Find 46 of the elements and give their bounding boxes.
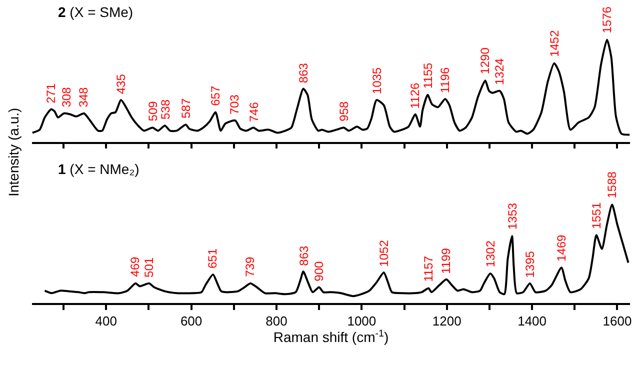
annotation: 1157 <box>421 256 436 282</box>
annotation: 958 <box>337 101 352 122</box>
annotation: 1588 <box>604 171 619 198</box>
x-tick-label: 600 <box>180 313 202 328</box>
x-tick-label: 1200 <box>432 313 462 328</box>
annotation: 1290 <box>478 47 492 74</box>
annotation: 271 <box>44 83 58 104</box>
annotation: 348 <box>76 86 91 108</box>
annotation: 746 <box>246 102 261 122</box>
annotation: 863 <box>296 245 311 266</box>
x-tick-label: 800 <box>266 313 288 328</box>
annotation: 1551 <box>590 202 604 229</box>
annotation: 863 <box>296 62 311 84</box>
annotation: 1469 <box>554 234 568 262</box>
x-axis-title: Raman shift (cm$^{-1}$) <box>273 328 389 346</box>
annotation: 308 <box>60 86 74 108</box>
x-tick-label: 1600 <box>602 313 632 328</box>
annotation: 587 <box>179 98 194 118</box>
annotation: 1052 <box>376 240 391 267</box>
annotation: 538 <box>158 99 172 120</box>
annotation: 469 <box>128 256 142 277</box>
annotation: 703 <box>228 94 242 115</box>
annotation: 1155 <box>420 62 435 89</box>
annotation: 1035 <box>370 67 384 94</box>
annotation: 657 <box>208 86 222 106</box>
annotation: 1302 <box>483 240 498 268</box>
chart-title: 1 (X = NMe₂) <box>58 161 140 177</box>
x-tick-label: 1000 <box>347 313 376 328</box>
annotation: 1353 <box>505 202 520 230</box>
y-axis-title: Intensity (a.u.) <box>6 108 22 197</box>
annotation: 1199 <box>439 248 454 274</box>
annotation: 1452 <box>547 30 562 57</box>
annotation: 900 <box>312 260 326 282</box>
annotation: 435 <box>114 74 128 94</box>
annotation: 1576 <box>600 6 614 34</box>
x-tick-label: 400 <box>95 313 117 328</box>
annotation: 1196 <box>438 67 452 94</box>
annotation: 651 <box>206 248 220 268</box>
annotation: 501 <box>142 257 156 278</box>
annotation: 1324 <box>492 58 506 86</box>
annotation: 1126 <box>408 82 422 109</box>
annotation: 1395 <box>523 250 538 278</box>
x-tick-label: 1400 <box>518 313 546 328</box>
annotation: 739 <box>243 256 258 277</box>
annotation: 509 <box>146 100 160 122</box>
chart-title: 2 (X = SMe) <box>58 4 134 20</box>
